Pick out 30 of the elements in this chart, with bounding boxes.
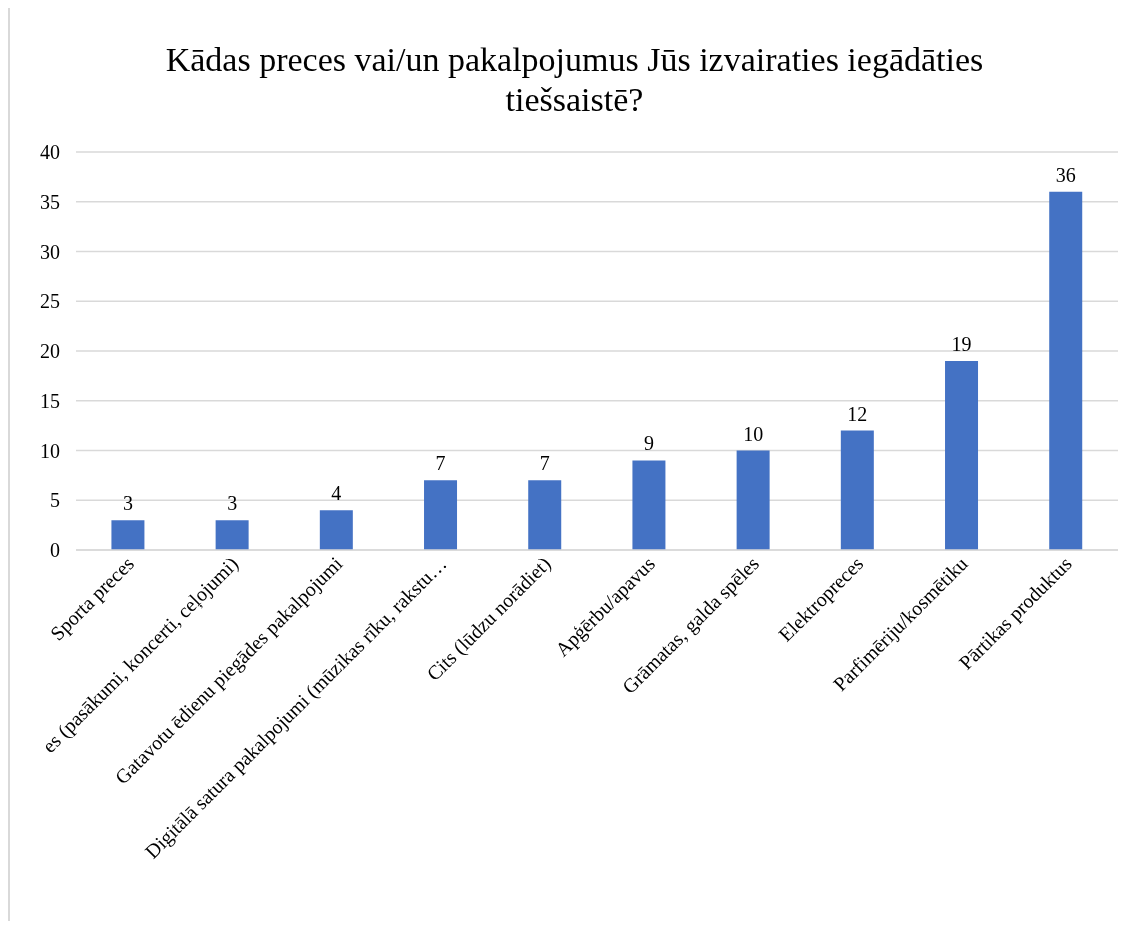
data-label: 7: [435, 452, 446, 475]
data-label: 3: [227, 492, 238, 515]
data-label: 36: [1055, 163, 1076, 186]
chart-title: Kādas preces vai/un pakalpojumus Jūs izvairaties iegādāties tiešsaistē?: [164, 39, 985, 120]
bar: [528, 480, 562, 550]
bar: [945, 360, 979, 550]
bar: [736, 450, 770, 550]
y-tick-label: 25: [40, 290, 60, 313]
data-label: 19: [951, 332, 972, 355]
data-label: 9: [643, 432, 654, 455]
y-tick-label: 40: [40, 141, 60, 164]
bar: [111, 520, 145, 550]
bar: [632, 460, 666, 550]
data-label: 7: [539, 452, 550, 475]
y-tick-label: 5: [50, 489, 60, 512]
bar: [215, 520, 249, 550]
y-tick-label: 10: [40, 439, 60, 462]
y-tick-label: 30: [40, 240, 60, 263]
bar: [1049, 191, 1083, 550]
bar: [840, 430, 874, 550]
data-label: 12: [847, 402, 868, 425]
data-label: 3: [122, 492, 133, 515]
y-tick-label: 35: [40, 190, 60, 213]
y-tick-label: 20: [40, 340, 60, 363]
data-label: 4: [331, 482, 342, 505]
y-tick-label: 0: [50, 539, 60, 562]
y-tick-label: 15: [40, 389, 60, 412]
data-label: 10: [743, 422, 764, 445]
bar: [424, 480, 458, 550]
bar: [319, 510, 353, 550]
